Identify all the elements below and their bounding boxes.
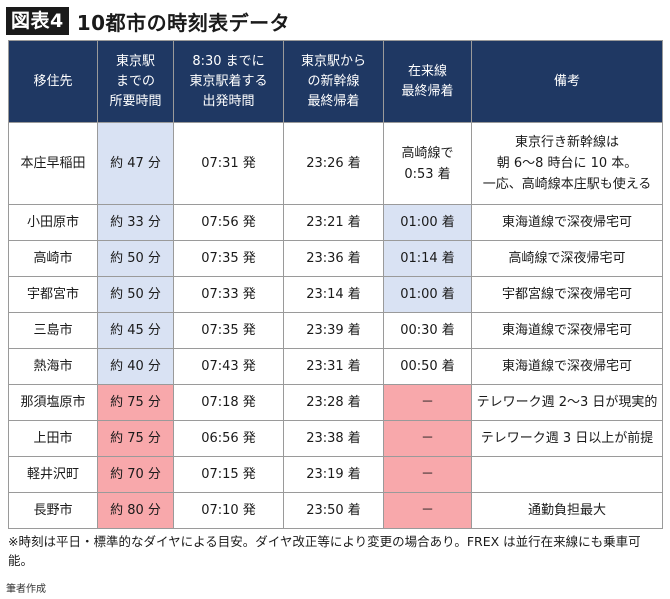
travel-time-cell: 約 45 分	[97, 312, 174, 349]
table-row: 高崎市 約 50 分 07:35 発 23:36 着 01:14 着 高崎線で深…	[8, 240, 663, 277]
city-cell: 三島市	[8, 312, 98, 349]
last-local-cell: 00:30 着	[383, 312, 472, 349]
departure-cell: 07:35 発	[173, 312, 284, 349]
departure-cell: 07:31 発	[173, 122, 284, 205]
city-cell: 宇都宮市	[8, 276, 98, 313]
last-shinkansen-cell: 23:21 着	[283, 204, 384, 241]
table-row: 熱海市 約 40 分 07:43 発 23:31 着 00:50 着 東海道線で…	[8, 348, 663, 385]
last-local-cell: 01:00 着	[383, 276, 472, 313]
header-cell: 東京駅から の新幹線 最終帰着	[283, 40, 384, 123]
travel-time-cell: 約 75 分	[97, 420, 174, 457]
note-cell: 高崎線で深夜帰宅可	[471, 240, 663, 277]
departure-cell: 06:56 発	[173, 420, 284, 457]
note-cell: 東海道線で深夜帰宅可	[471, 312, 663, 349]
note-cell	[471, 456, 663, 493]
city-cell: 長野市	[8, 492, 98, 529]
last-shinkansen-cell: 23:19 着	[283, 456, 384, 493]
table-row: 三島市 約 45 分 07:35 発 23:39 着 00:30 着 東海道線で…	[8, 312, 663, 349]
last-local-cell: 00:50 着	[383, 348, 472, 385]
last-shinkansen-cell: 23:28 着	[283, 384, 384, 421]
header-row: 移住先 東京駅 までの 所要時間 8:30 までに 東京駅着する 出発時間 東京駅からの…	[8, 40, 663, 123]
timetable-table: 移住先 東京駅 までの 所要時間 8:30 までに 東京駅着する 出発時間 東京駅からの…	[8, 40, 663, 529]
last-shinkansen-cell: 23:36 着	[283, 240, 384, 277]
travel-time-cell: 約 50 分	[97, 276, 174, 313]
last-shinkansen-cell: 23:14 着	[283, 276, 384, 313]
last-shinkansen-cell: 23:50 着	[283, 492, 384, 529]
header-cell: 在来線 最終帰着	[383, 40, 472, 123]
note-cell: テレワーク週 3 日以上が前提	[471, 420, 663, 457]
city-cell: 那須塩原市	[8, 384, 98, 421]
departure-cell: 07:18 発	[173, 384, 284, 421]
travel-time-cell: 約 47 分	[97, 122, 174, 205]
note-cell: 東海道線で深夜帰宅可	[471, 204, 663, 241]
table-row: 那須塩原市 約 75 分 07:18 発 23:28 着 － テレワーク週 2～…	[8, 384, 663, 421]
last-local-cell: －	[383, 456, 472, 493]
travel-time-cell: 約 50 分	[97, 240, 174, 277]
last-local-cell: －	[383, 420, 472, 457]
departure-cell: 07:43 発	[173, 348, 284, 385]
city-cell: 軽井沢町	[8, 456, 98, 493]
note-cell: テレワーク週 2～3 日が現実的	[471, 384, 663, 421]
table-row: 長野市 約 80 分 07:10 発 23:50 着 － 通勤負担最大	[8, 492, 663, 529]
departure-cell: 07:10 発	[173, 492, 284, 529]
departure-cell: 07:33 発	[173, 276, 284, 313]
header-cell: 東京駅 までの 所要時間	[97, 40, 174, 123]
departure-cell: 07:35 発	[173, 240, 284, 277]
city-cell: 熱海市	[8, 348, 98, 385]
note-cell: 通勤負担最大	[471, 492, 663, 529]
table-row: 本庄早稲田 約 47 分 07:31 発 23:26 着 高崎線で 0:53 着 …	[8, 122, 663, 205]
last-shinkansen-cell: 23:26 着	[283, 122, 384, 205]
figure-title-row: 図表4 10都市の時刻表データ	[6, 6, 290, 36]
footnote: ※時刻は平日・標準的なダイヤによる目安。ダイヤ改正等により変更の場合あり。FRE…	[8, 534, 641, 568]
last-shinkansen-cell: 23:38 着	[283, 420, 384, 457]
header-cell: 8:30 までに 東京駅着する 出発時間	[173, 40, 284, 123]
city-cell: 本庄早稲田	[8, 122, 98, 205]
last-shinkansen-cell: 23:31 着	[283, 348, 384, 385]
table-row: 小田原市 約 33 分 07:56 発 23:21 着 01:00 着 東海道線…	[8, 204, 663, 241]
last-local-cell: －	[383, 492, 472, 529]
table-row: 軽井沢町 約 70 分 07:15 発 23:19 着 －	[8, 456, 663, 493]
note-cell: 東海道線で深夜帰宅可	[471, 348, 663, 385]
header-cell: 備考	[471, 40, 663, 123]
travel-time-cell: 約 80 分	[97, 492, 174, 529]
travel-time-cell: 約 75 分	[97, 384, 174, 421]
city-cell: 高崎市	[8, 240, 98, 277]
last-local-cell: 01:00 着	[383, 204, 472, 241]
last-local-cell: －	[383, 384, 472, 421]
header-cell: 移住先	[8, 40, 98, 123]
city-cell: 小田原市	[8, 204, 98, 241]
table-row: 宇都宮市 約 50 分 07:33 発 23:14 着 01:00 着 宇都宮線…	[8, 276, 663, 313]
departure-cell: 07:15 発	[173, 456, 284, 493]
departure-cell: 07:56 発	[173, 204, 284, 241]
travel-time-cell: 約 70 分	[97, 456, 174, 493]
travel-time-cell: 約 33 分	[97, 204, 174, 241]
city-cell: 上田市	[8, 420, 98, 457]
last-shinkansen-cell: 23:39 着	[283, 312, 384, 349]
last-local-cell: 01:14 着	[383, 240, 472, 277]
travel-time-cell: 約 40 分	[97, 348, 174, 385]
source-credit: 筆者作成	[6, 584, 46, 595]
figure-title: 10都市の時刻表データ	[76, 10, 291, 35]
note-cell: 宇都宮線で深夜帰宅可	[471, 276, 663, 313]
table-row: 上田市 約 75 分 06:56 発 23:38 着 － テレワーク週 3 日以…	[8, 420, 663, 457]
note-cell: 東京行き新幹線は朝 6～8 時台に 10 本。 一応、高崎線本庄駅も使える	[471, 122, 663, 205]
figure-badge: 図表4	[6, 7, 69, 35]
last-local-cell: 高崎線で 0:53 着	[383, 122, 472, 205]
